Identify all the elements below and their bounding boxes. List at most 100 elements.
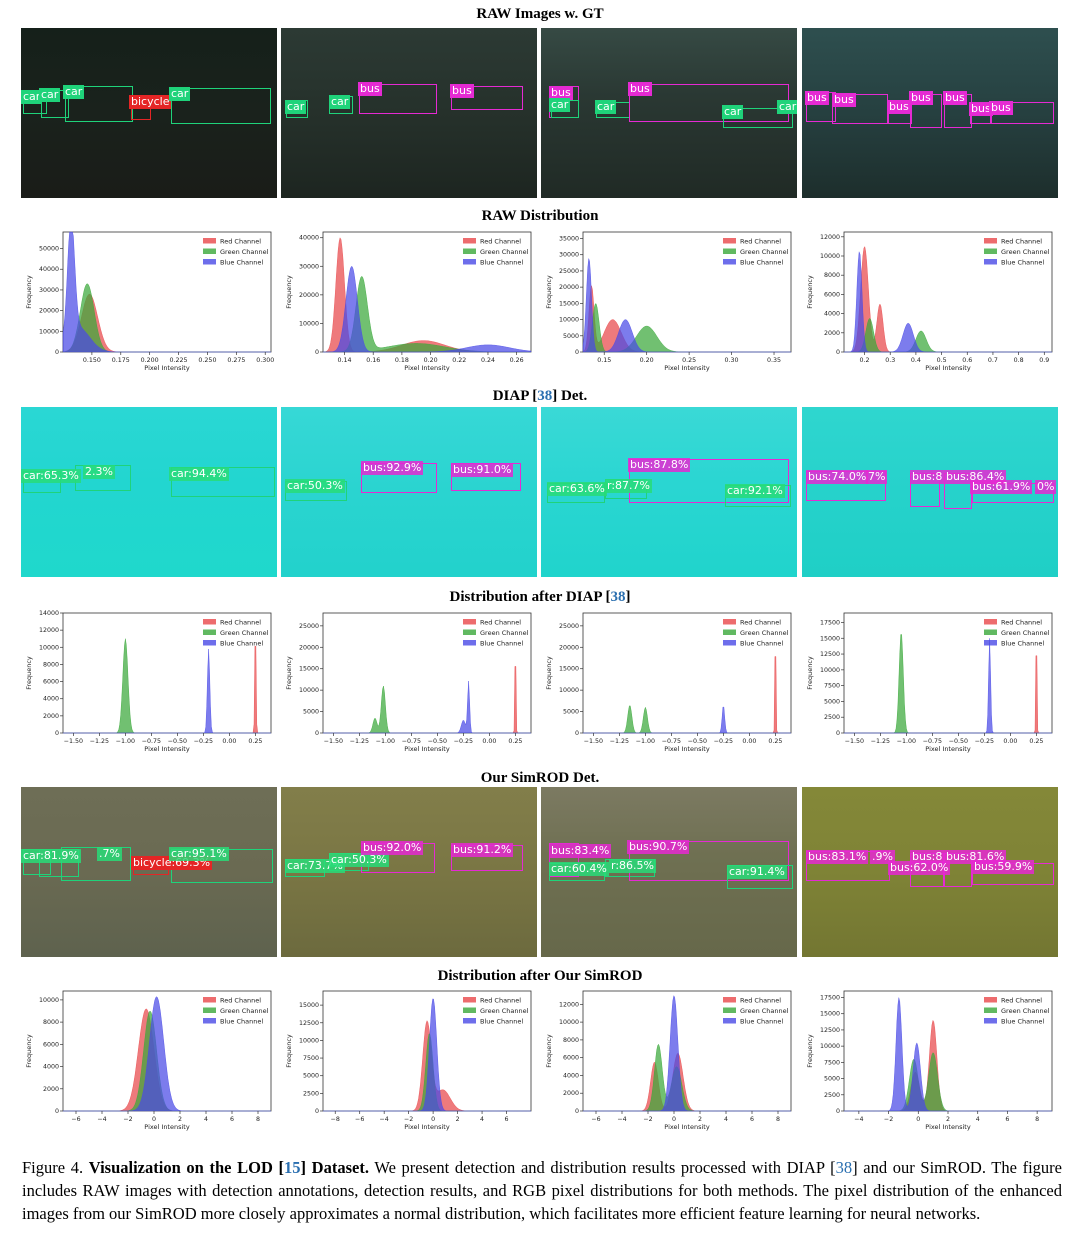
det-label: car:81.9% (21, 849, 81, 863)
x-tick-label: 0.16 (366, 357, 380, 364)
x-tick-label: 0.24 (481, 357, 495, 364)
x-tick-label: 0.30 (725, 357, 739, 364)
chart-svg: −6 −4 −2 0 2 4 6 8 0 2000 4000 6000 8000 10000 12000 Pi… (545, 990, 792, 1131)
x-tick-label: 2 (456, 1116, 460, 1123)
det-label: 7% (866, 470, 888, 484)
simrod-image-4: bus:83.1% .9% bus:8 bus:81.6% bus:62.0% … (802, 787, 1058, 957)
y-tick-label: 25000 (559, 623, 579, 630)
x-tick-label: −2 (643, 1116, 652, 1123)
x-tick-label: −0.25 (454, 738, 473, 745)
y-tick-label: 2500 (824, 714, 840, 721)
y-tick-label: 0 (575, 730, 579, 737)
x-tick-label: 0.25 (248, 738, 262, 745)
y-tick-label: 4000 (43, 1064, 59, 1071)
caption-ref-15[interactable]: 15 (284, 1158, 301, 1177)
y-tick-label: 12000 (39, 627, 59, 634)
legend-swatch (723, 259, 736, 265)
section-title-dist-simrod: Distribution after Our SimROD (437, 968, 643, 984)
y-tick-label: 10000 (820, 253, 840, 260)
x-tick-label: 0.18 (395, 357, 409, 364)
legend-swatch (203, 640, 216, 646)
gt-label: bus (805, 91, 829, 105)
x-tick-label: −1.25 (871, 738, 890, 745)
det-label: 2.3% (83, 465, 115, 479)
x-tick-label: 0.15 (597, 357, 611, 364)
legend-label: Green Channel (480, 629, 529, 637)
chart-svg: 0.15 0.20 0.25 0.30 0.35 0 5000 10000 15000 20000… (545, 231, 792, 372)
y-tick-label: 10000 (299, 320, 319, 327)
plot-frame (62, 612, 272, 734)
legend-label: Blue Channel (480, 639, 523, 647)
det-label: bus:91.0% (451, 463, 514, 477)
y-tick-label: 20000 (299, 292, 319, 299)
plot-frame (843, 990, 1053, 1112)
legend-swatch (463, 629, 476, 635)
legend-swatch (463, 248, 476, 254)
chart-raw-4: 0.2 0.3 0.4 0.5 0.6 0.7 0.8 0.9 0 2000 4000 6000 800… (802, 226, 1058, 376)
x-tick-label: 0.2 (860, 357, 870, 364)
series-area-blue-channel (62, 231, 271, 353)
x-tick-label: 2 (698, 1116, 702, 1123)
legend-swatch (463, 640, 476, 646)
x-tick-label: 0.250 (198, 357, 216, 364)
legend-label: Blue Channel (220, 258, 263, 266)
y-tick-label: 7500 (824, 1059, 840, 1066)
gt-label: bicycle (129, 95, 172, 109)
x-tick-label: −4 (380, 1116, 389, 1123)
legend-swatch (203, 619, 216, 625)
y-tick-label: 8000 (43, 661, 59, 668)
chart-diap-4: −1.50 −1.25 −1.00 −0.75 −0.50 −0.25 0.00 0.25 0 2… (802, 607, 1058, 757)
y-tick-label: 10000 (559, 317, 579, 324)
caption-ref-38[interactable]: 38 (835, 1158, 853, 1177)
x-tick-label: −6 (591, 1116, 600, 1123)
chart-simrod-1: −6 −4 −2 0 2 4 6 8 0 2000 4000 6000 8000 10000 Pixel I… (21, 985, 277, 1135)
legend-swatch (203, 238, 216, 244)
det-label: car:63.6% (547, 482, 607, 496)
x-tick-label: 0.35 (767, 357, 781, 364)
y-tick-label: 5000 (824, 1076, 840, 1083)
x-tick-label: −1.00 (376, 738, 395, 745)
x-tick-label: 0.175 (112, 357, 130, 364)
legend-swatch (723, 1018, 736, 1024)
y-tick-label: 0 (315, 349, 319, 356)
legend-swatch (463, 1007, 476, 1013)
y-tick-label: 50000 (39, 246, 59, 253)
chart-diap-2: −1.50 −1.25 −1.00 −0.75 −0.50 −0.25 0.00 0.25 0 5… (281, 607, 537, 757)
det-label: car:92.1% (725, 484, 785, 498)
gt-label: bus (549, 86, 573, 100)
legend-label: Red Channel (1001, 237, 1042, 245)
legend-swatch (203, 997, 216, 1003)
x-tick-label: −8 (331, 1116, 340, 1123)
y-tick-label: 2000 (43, 1086, 59, 1093)
x-tick-label: 0.275 (227, 357, 245, 364)
y-tick-label: 10000 (820, 667, 840, 674)
x-tick-label: 0.20 (424, 357, 438, 364)
series-area-blue-channel (63, 648, 271, 734)
legend-swatch (723, 997, 736, 1003)
y-tick-label: 12500 (820, 651, 840, 658)
gt-label: car (777, 100, 797, 114)
legend-swatch (203, 259, 216, 265)
legend-label: Red Channel (1001, 618, 1042, 626)
legend-label: Green Channel (220, 1007, 269, 1015)
legend-label: Green Channel (220, 248, 269, 256)
section-title-raw-images: RAW Images w. GT (476, 6, 604, 22)
x-tick-label: 0.4 (911, 357, 921, 364)
raw-image-3: bus car car bus car car (541, 28, 797, 198)
legend-swatch (723, 1007, 736, 1013)
y-tick-label: 0 (55, 349, 59, 356)
gt-label: bus (909, 91, 933, 105)
legend-label: Red Channel (1001, 996, 1042, 1004)
x-tick-label: 0 (916, 1116, 920, 1123)
y-tick-label: 0 (836, 730, 840, 737)
x-tick-label: 0.5 (937, 357, 947, 364)
x-tick-label: −0.50 (949, 738, 968, 745)
y-tick-label: 4000 (43, 696, 59, 703)
legend-label: Blue Channel (740, 639, 783, 647)
x-tick-label: 8 (256, 1116, 260, 1123)
det-label: car:95.1% (169, 847, 229, 861)
y-tick-label: 2000 (43, 713, 59, 720)
legend-label: Red Channel (740, 996, 781, 1004)
legend-label: Blue Channel (220, 1017, 263, 1025)
raw-image-2: car car bus bus (281, 28, 537, 198)
